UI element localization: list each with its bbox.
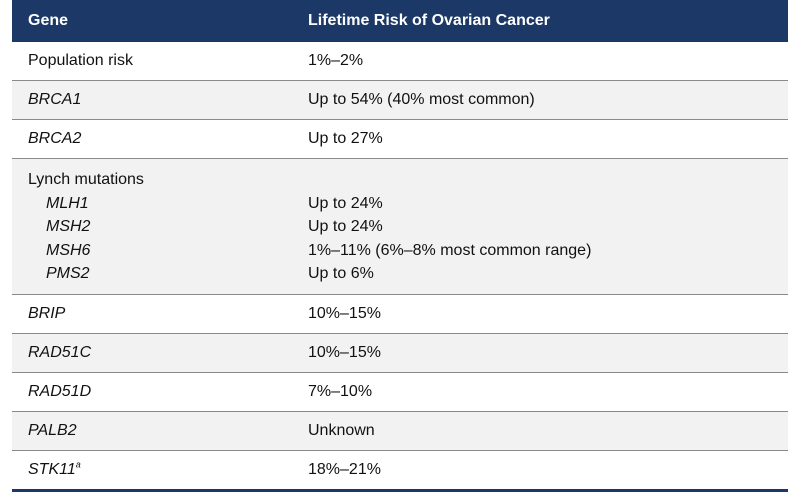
gene-cell: BRIP — [12, 294, 292, 334]
sub-gene: MLH1 — [46, 194, 89, 212]
risk-cell: Unknown — [292, 411, 788, 451]
sub-gene: PMS2 — [46, 265, 90, 282]
header-lifetime-risk: Lifetime Risk of Ovarian Cancer — [292, 0, 788, 42]
table-row: BRIP 10%–15% — [12, 294, 788, 334]
gene-cell: RAD51C — [12, 333, 292, 373]
sub-gene: MSH2 — [46, 218, 91, 235]
table-body: Population risk 1%–2% BRCA1 Up to 54% (4… — [12, 42, 788, 492]
sub-risk: Up to 6% — [308, 265, 374, 282]
sub-risk: Up to 24% — [308, 218, 383, 235]
table-row: RAD51C 10%–15% — [12, 333, 788, 373]
sub-risk: Up to 24% — [308, 194, 383, 212]
table-row: BRCA1 Up to 54% (40% most common) — [12, 80, 788, 120]
table-row: PALB2 Unknown — [12, 411, 788, 451]
table-row: STK11a 18%–21% — [12, 450, 788, 492]
gene-cell: STK11a — [12, 450, 292, 492]
risk-cell: 7%–10% — [292, 372, 788, 412]
table-header: Gene Lifetime Risk of Ovarian Cancer — [12, 0, 788, 42]
risk-cell: 10%–15% — [292, 333, 788, 373]
gene-cell: RAD51D — [12, 372, 292, 412]
gene-cell: BRCA2 — [12, 119, 292, 159]
risk-cell: 18%–21% — [292, 450, 788, 492]
sub-gene: MSH6 — [46, 241, 91, 259]
ovarian-cancer-risk-table: Gene Lifetime Risk of Ovarian Cancer Pop… — [12, 0, 788, 492]
risk-cell: Up to 27% — [292, 119, 788, 159]
table-row: BRCA2 Up to 27% — [12, 119, 788, 159]
gene-cell: PALB2 — [12, 411, 292, 451]
risk-cell: Up to 24% Up to 24% 1%–11% (6%–8% most c… — [292, 158, 788, 295]
risk-cell: 10%–15% — [292, 294, 788, 334]
gene-cell: Population risk — [12, 42, 292, 81]
lynch-group-risk — [308, 168, 788, 192]
table-row: RAD51D 7%–10% — [12, 372, 788, 412]
table-row: Population risk 1%–2% — [12, 42, 788, 81]
gene-cell: Lynch mutations MLH1 MSH2 MSH6 PMS2 — [12, 158, 292, 295]
lynch-group-label: Lynch mutations — [28, 171, 144, 188]
header-gene: Gene — [12, 0, 292, 42]
risk-table-container: Gene Lifetime Risk of Ovarian Cancer Pop… — [12, 0, 788, 492]
gene-name: STK11 — [28, 460, 76, 478]
footnote-marker: a — [75, 459, 81, 470]
risk-cell: Up to 54% (40% most common) — [292, 80, 788, 120]
table-row-lynch: Lynch mutations MLH1 MSH2 MSH6 PMS2 Up t… — [12, 158, 788, 295]
header-row: Gene Lifetime Risk of Ovarian Cancer — [12, 0, 788, 42]
gene-cell: BRCA1 — [12, 80, 292, 120]
risk-cell: 1%–2% — [292, 42, 788, 81]
sub-risk: 1%–11% (6%–8% most common range) — [308, 241, 592, 259]
